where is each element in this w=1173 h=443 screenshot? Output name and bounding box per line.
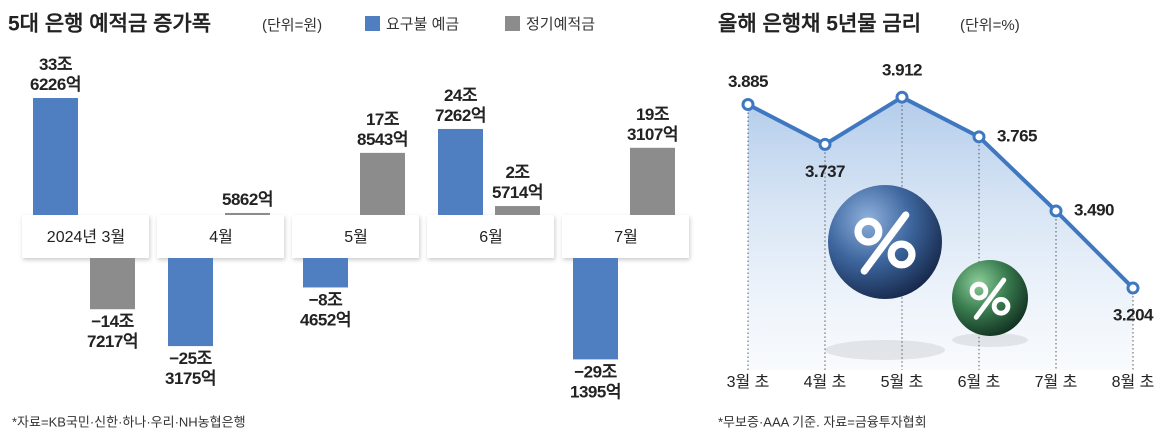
value-label: 17조 8543억 (357, 110, 408, 149)
chart-title: 5대 은행 예적금 증가폭 (8, 13, 211, 36)
x-tick-label: 4월 초 (804, 373, 847, 391)
bar (573, 258, 618, 360)
value-label: 24조 7262억 (435, 86, 486, 125)
point (895, 90, 909, 104)
value-label: 3.490 (1074, 200, 1114, 219)
percent-icon (887, 240, 916, 269)
value-label: 5862억 (222, 190, 273, 209)
value-label: 3.737 (805, 162, 845, 181)
point (818, 137, 832, 151)
value-label: −14조 7217억 (87, 313, 138, 352)
bar (225, 212, 270, 215)
value-label: 19조 3107억 (627, 105, 678, 144)
chart-subtitle: (단위=원) (262, 17, 322, 34)
bar (303, 258, 348, 288)
bar (495, 206, 540, 215)
value-label: 2조 5714억 (492, 164, 543, 203)
value-label: 3.765 (997, 126, 1037, 145)
legend-swatch (505, 16, 520, 31)
percent-icon (973, 277, 1007, 320)
chart-subtitle: (단위=%) (960, 17, 1020, 34)
point (1049, 204, 1063, 218)
value-label: 3.912 (882, 61, 922, 80)
chart-title: 올해 은행채 5년물 금리 (718, 13, 921, 36)
value-label: −29조 1395억 (570, 363, 621, 402)
x-tick-label: 6월 (479, 228, 503, 246)
x-tick-label: 5월 초 (881, 373, 924, 391)
x-tick-label: 2024년 3월 (47, 228, 125, 246)
value-label: −25조 3175억 (165, 350, 216, 389)
legend-label: 정기예적금 (526, 16, 595, 33)
x-tick-label: 6월 초 (958, 373, 1001, 391)
percent-icon (969, 281, 989, 301)
percent-icon (860, 211, 910, 275)
category-box (292, 215, 419, 258)
bar (33, 98, 78, 215)
bar (630, 147, 675, 215)
x-tick-label: 8월 초 (1112, 373, 1155, 391)
x-tick-label: 3월 초 (727, 373, 770, 391)
source-note: *자료=KB국민·신한·하나·우리·NH농협은행 (12, 414, 246, 429)
point (741, 97, 755, 111)
source-note: *무보증·AAA 기준. 자료=금융투자협회 (718, 414, 927, 429)
value-label: 3.885 (728, 72, 768, 91)
x-tick-label: 5월 (344, 228, 368, 246)
x-tick-label: 7월 (614, 228, 638, 246)
value-label: 3.204 (1113, 306, 1154, 325)
deposit-chart: 5대 은행 예적금 증가폭 (단위=원) *자료=KB국민·신한·하나·우리·N… (8, 13, 689, 429)
line (747, 95, 1135, 290)
legend-swatch (365, 16, 380, 31)
bar (360, 152, 405, 215)
bar (168, 258, 213, 347)
category-box (562, 215, 689, 258)
category-box (157, 215, 284, 258)
category-box (427, 215, 554, 258)
legend-label: 요구불 예금 (386, 16, 459, 33)
bar (90, 258, 135, 310)
rate-chart: 올해 은행채 5년물 금리 (단위=%) *무보증·AAA 기준. 자료=금융투… (718, 13, 1155, 430)
value-label: 33조 6226억 (30, 55, 81, 94)
point (1126, 281, 1140, 295)
bar (438, 128, 483, 215)
category-box (22, 215, 149, 258)
x-tick-label: 7월 초 (1035, 373, 1078, 391)
percent-icon (991, 296, 1011, 316)
point (972, 130, 986, 144)
percent-icon (854, 217, 883, 246)
value-label: −8조 4652억 (300, 291, 351, 330)
x-tick-label: 4월 (209, 228, 233, 246)
